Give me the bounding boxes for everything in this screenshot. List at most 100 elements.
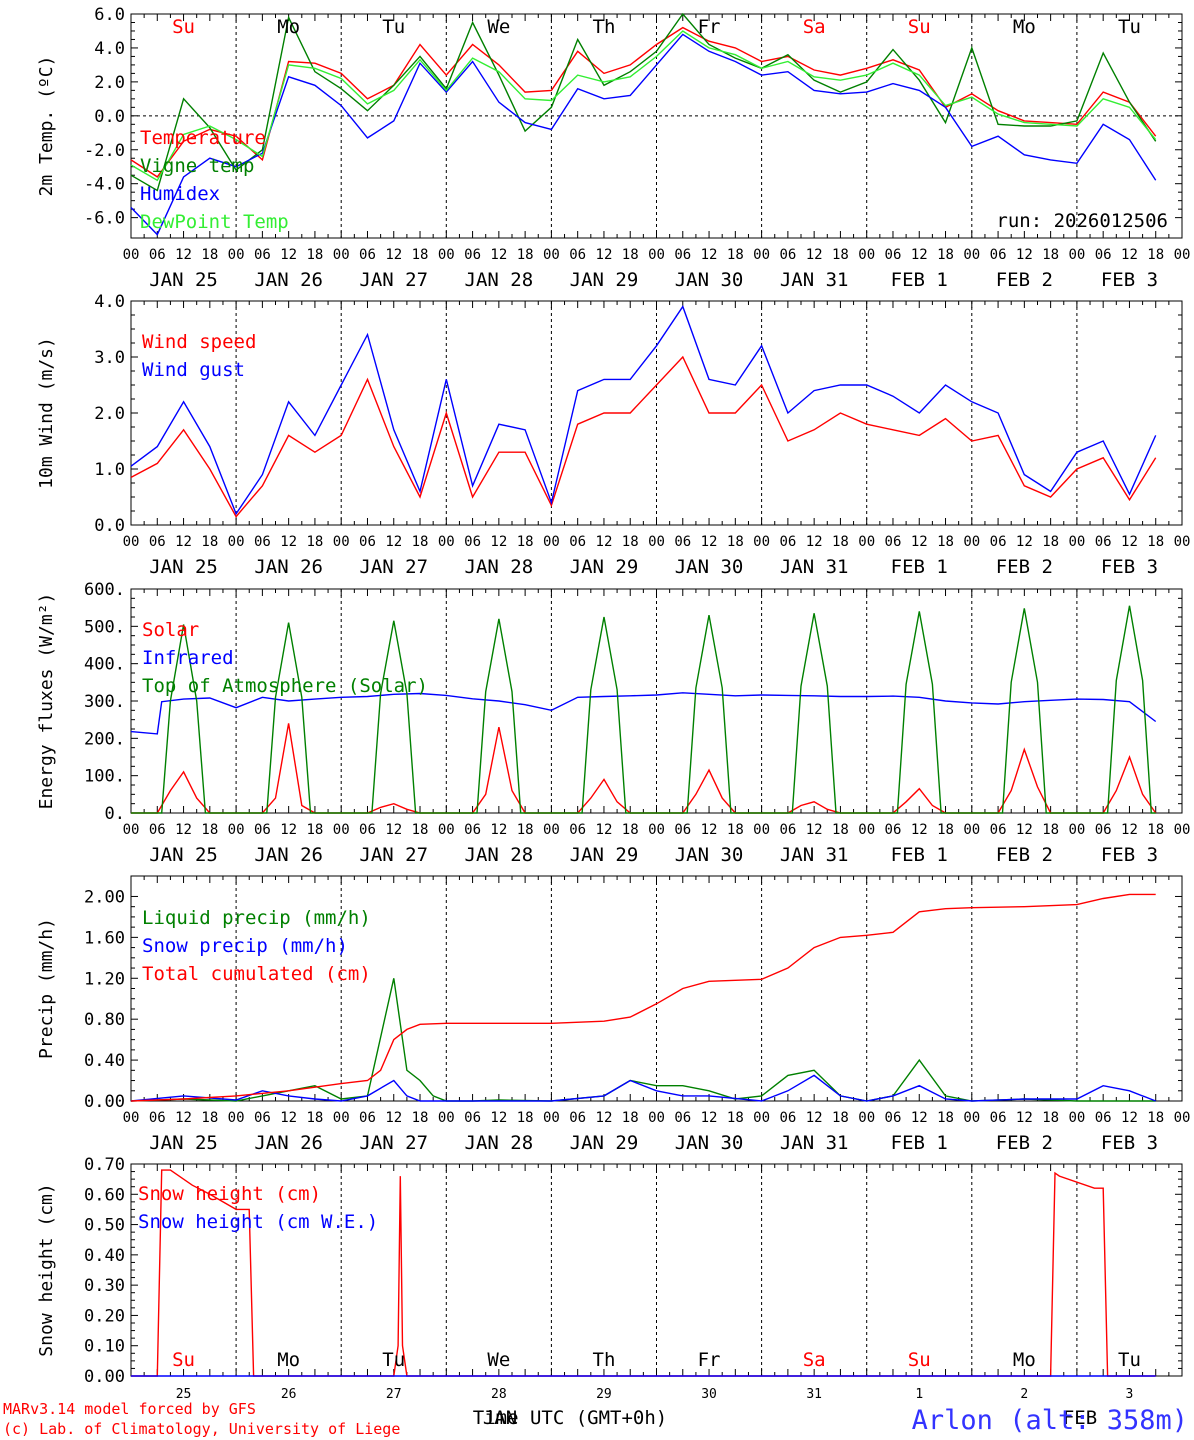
hour-tick-label: 06	[149, 822, 166, 838]
hour-tick-label: 06	[990, 822, 1007, 838]
day-number-label: 2	[1020, 1387, 1028, 1402]
hour-tick-label: 00	[543, 534, 560, 550]
hour-tick-label: 12	[596, 822, 613, 838]
day-label: FEB 2	[996, 844, 1053, 866]
y-tick-label: 0.50	[84, 1216, 125, 1236]
hour-tick-label: 12	[1016, 822, 1033, 838]
hour-tick-label: 06	[149, 534, 166, 550]
legend-entry: Snow height (cm)	[138, 1183, 321, 1205]
weekday-label: Su	[908, 1349, 931, 1371]
series-line-wind-speed	[130, 355, 1157, 518]
hour-tick-label: 12	[911, 247, 928, 263]
hour-tick-label: 12	[490, 822, 507, 838]
legend-entry: DewPoint Temp	[140, 211, 289, 233]
xlabel: Time UTC (GMT+0h)	[473, 1407, 667, 1429]
hour-tick-label: 12	[596, 247, 613, 263]
hour-tick-label: 18	[1147, 1110, 1164, 1126]
legend-entry: Snow height (cm W.E.)	[138, 1211, 378, 1233]
y-tick-label: 4.0	[94, 292, 125, 312]
station-label: Arlon (alt: 358m)	[912, 1405, 1188, 1436]
hour-tick-label: 06	[254, 534, 271, 550]
day-label: JAN 30	[675, 556, 744, 578]
hour-tick-label: 06	[254, 247, 271, 263]
hour-tick-label: 18	[937, 1110, 954, 1126]
hour-tick-label: 06	[990, 534, 1007, 550]
hour-tick-label: 00	[228, 822, 245, 838]
hour-tick-label: 00	[963, 247, 980, 263]
hour-tick-label: 18	[306, 1110, 323, 1126]
hour-tick-label: 18	[832, 1110, 849, 1126]
hour-tick-label: 06	[464, 247, 481, 263]
series-line-snow-height-cm-	[131, 1169, 1156, 1377]
y-tick-label: 300.	[84, 692, 125, 712]
hour-tick-label: 06	[779, 247, 796, 263]
hour-tick-label: 00	[753, 1110, 770, 1126]
weekday-label: Sa	[803, 1349, 826, 1371]
hour-tick-label: 06	[149, 247, 166, 263]
y-tick-label: 2.0	[94, 73, 125, 93]
hour-tick-label: 00	[753, 534, 770, 550]
day-label: JAN 29	[570, 556, 639, 578]
y-tick-label: -2.0	[84, 141, 125, 161]
y-tick-label: 0.00	[84, 1367, 125, 1387]
day-number-label: 27	[386, 1387, 402, 1402]
hour-tick-label: 18	[201, 822, 218, 838]
hour-tick-label: 06	[885, 822, 902, 838]
panel-frame	[130, 300, 1183, 526]
hour-tick-label: 00	[123, 822, 140, 838]
y-tick-label: 0.20	[84, 1306, 125, 1326]
hour-tick-label: 06	[1095, 1110, 1112, 1126]
hour-tick-label: 00	[543, 247, 560, 263]
hour-tick-label: 12	[806, 534, 823, 550]
y-tick-label: 0.40	[84, 1246, 125, 1266]
hour-tick-label: 06	[569, 534, 586, 550]
hour-tick-label: 06	[464, 822, 481, 838]
day-label: JAN 31	[780, 269, 849, 291]
hour-tick-label: 00	[1174, 1110, 1191, 1126]
hour-tick-label: 06	[359, 822, 376, 838]
y-axis-label: Precip (mm/h)	[36, 918, 57, 1059]
hour-tick-label: 12	[175, 534, 192, 550]
day-label: JAN 30	[675, 1132, 744, 1154]
hour-tick-label: 06	[464, 534, 481, 550]
hour-tick-label: 00	[438, 247, 455, 263]
y-tick-label: 400.	[84, 655, 125, 675]
day-number-label: 28	[491, 1387, 507, 1402]
weekday-label: Mo	[277, 16, 300, 38]
day-label: JAN 31	[780, 1132, 849, 1154]
hour-tick-label: 12	[280, 822, 297, 838]
y-tick-label: 2.0	[94, 404, 125, 424]
hour-tick-label: 18	[1147, 534, 1164, 550]
hour-tick-label: 00	[963, 534, 980, 550]
hour-tick-label: 00	[753, 822, 770, 838]
day-label: FEB 3	[1101, 1132, 1158, 1154]
day-label: JAN 29	[570, 844, 639, 866]
legend-entry: Solar	[142, 619, 199, 641]
hour-tick-label: 18	[306, 247, 323, 263]
hour-tick-label: 00	[1174, 822, 1191, 838]
y-tick-label: 500.	[84, 617, 125, 637]
hour-tick-label: 00	[543, 1110, 560, 1126]
day-label: FEB 3	[1101, 844, 1158, 866]
day-label: JAN 29	[570, 269, 639, 291]
hour-tick-label: 00	[753, 247, 770, 263]
weekday-label: Su	[172, 1349, 195, 1371]
y-tick-label: 0.10	[84, 1337, 125, 1357]
hour-tick-label: 12	[490, 534, 507, 550]
hour-tick-label: 00	[648, 1110, 665, 1126]
hour-tick-label: 12	[1121, 247, 1138, 263]
hour-tick-label: 06	[359, 534, 376, 550]
day-number-label: 29	[596, 1387, 612, 1402]
hour-tick-label: 00	[648, 822, 665, 838]
hour-tick-label: 18	[832, 534, 849, 550]
hour-tick-label: 12	[701, 822, 718, 838]
hour-tick-label: 06	[569, 1110, 586, 1126]
day-label: JAN 28	[465, 844, 534, 866]
hour-tick-label: 18	[201, 247, 218, 263]
hour-tick-label: 06	[1095, 822, 1112, 838]
hour-tick-label: 00	[333, 822, 350, 838]
y-axis-label: Energy fluxes (W/m²)	[36, 593, 57, 810]
hour-tick-label: 00	[648, 534, 665, 550]
series-line-infrared	[130, 692, 1157, 735]
